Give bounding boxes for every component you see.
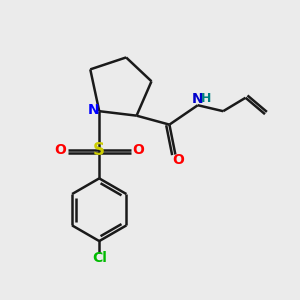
Text: N: N: [88, 103, 100, 117]
Text: Cl: Cl: [92, 251, 107, 265]
Text: H: H: [201, 92, 211, 105]
Text: N: N: [192, 92, 204, 106]
Text: O: O: [55, 143, 66, 157]
Text: O: O: [132, 143, 144, 157]
Text: S: S: [93, 141, 105, 159]
Text: O: O: [172, 153, 184, 167]
